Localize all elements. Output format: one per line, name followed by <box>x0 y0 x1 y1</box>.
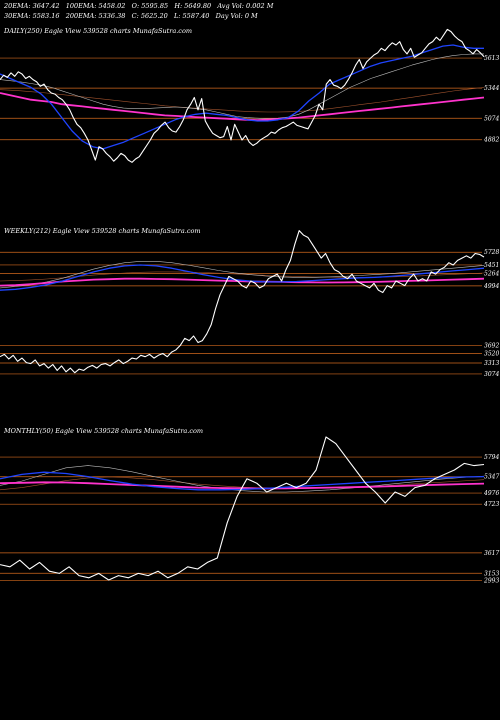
daily-tick-label: 5074 <box>484 115 499 122</box>
daily-tick-label: 5344 <box>484 85 499 92</box>
ema200-value: 5336.38 <box>98 12 126 20</box>
weekly-series <box>0 230 485 374</box>
weekly-tick-label: 5451 <box>484 262 499 269</box>
close-label: C <box>131 12 137 20</box>
open-label: O <box>131 2 137 10</box>
daily-tick-labels: 5613 5344 5074 4882 <box>483 55 499 144</box>
weekly-tick-label: 3692 <box>484 343 499 350</box>
header-row-1: 20EMA: 3647.42 100EMA: 5458.02 O: 5595.8… <box>4 2 274 10</box>
daily-ema-fast-line <box>0 44 484 150</box>
monthly-tick-label: 4723 <box>483 501 499 508</box>
ema200-label: 200EMA <box>65 12 95 20</box>
daily-level-lines <box>0 57 482 141</box>
ema30-value: 5583.16 <box>32 12 60 20</box>
weekly-tick-label: 4994 <box>483 283 499 290</box>
monthly-price-line <box>0 436 485 581</box>
ema30-label: 30EMA <box>4 12 29 20</box>
avg-vol-label: Avg Vol <box>217 2 242 10</box>
ema100-label: 100EMA <box>65 2 95 10</box>
ema20-value: 3647.42 <box>32 2 60 10</box>
weekly-tick-label: 3074 <box>484 371 499 378</box>
monthly-level-lines <box>0 456 482 581</box>
avg-vol-value: 0.002 M <box>246 2 274 10</box>
weekly-ema-fast-line <box>0 264 485 291</box>
high-label: H <box>174 2 180 10</box>
daily-ema-brown-line <box>0 87 485 113</box>
ema100-value: 5458.02 <box>98 2 126 10</box>
day-vol-value: 0 M <box>244 12 258 20</box>
weekly-price-line <box>0 230 485 374</box>
close-value: 5625.20 <box>140 12 168 20</box>
monthly-tick-label: 4976 <box>483 490 499 497</box>
daily-ema-thin-line <box>0 53 484 119</box>
monthly-series <box>0 436 485 581</box>
daily-series <box>0 28 485 163</box>
day-vol-label: Day Vol <box>215 12 241 20</box>
ema20-label: 20EMA <box>4 2 29 10</box>
weekly-tick-label: 5728 <box>484 249 499 256</box>
monthly-tick-label: 3617 <box>484 550 499 557</box>
weekly-ema-200-line <box>0 277 485 287</box>
low-value: 5587.40 <box>182 12 210 20</box>
weekly-chart-title: WEEKLY(212) Eagle View 539528 charts Mun… <box>4 227 201 235</box>
weekly-tick-label: 3520 <box>484 350 499 357</box>
monthly-tick-label: 2993 <box>483 577 499 584</box>
header-row-2: 30EMA: 5583.16 200EMA: 5336.38 C: 5625.2… <box>4 12 258 20</box>
daily-ema-200-line <box>0 92 485 121</box>
monthly-tick-label: 3153 <box>484 570 499 577</box>
high-value: 5649.80 <box>184 2 212 10</box>
monthly-tick-label: 5794 <box>484 454 499 461</box>
daily-chart: DAILY(250) Eagle View 539528 charts Muna… <box>0 27 499 163</box>
monthly-tick-label: 5347 <box>484 474 499 481</box>
open-value: 5595.85 <box>141 2 169 10</box>
low-label: L <box>173 12 179 20</box>
daily-tick-label: 4882 <box>483 137 499 144</box>
monthly-chart: MONTHLY(50) Eagle View 539528 charts Mun… <box>0 427 499 584</box>
weekly-ema-thin-line <box>0 260 485 289</box>
daily-tick-label: 5613 <box>484 55 499 62</box>
monthly-chart-title: MONTHLY(50) Eagle View 539528 charts Mun… <box>3 427 203 435</box>
weekly-tick-label: 5264 <box>484 271 499 278</box>
monthly-ema-fast-line <box>0 471 485 491</box>
daily-price-line <box>0 28 485 163</box>
weekly-chart: WEEKLY(212) Eagle View 539528 charts Mun… <box>0 227 499 378</box>
weekly-level-lines <box>0 251 482 375</box>
weekly-tick-label: 3313 <box>484 360 499 367</box>
monthly-ema-thin-line <box>0 465 485 493</box>
daily-chart-title: DAILY(250) Eagle View 539528 charts Muna… <box>3 27 192 35</box>
